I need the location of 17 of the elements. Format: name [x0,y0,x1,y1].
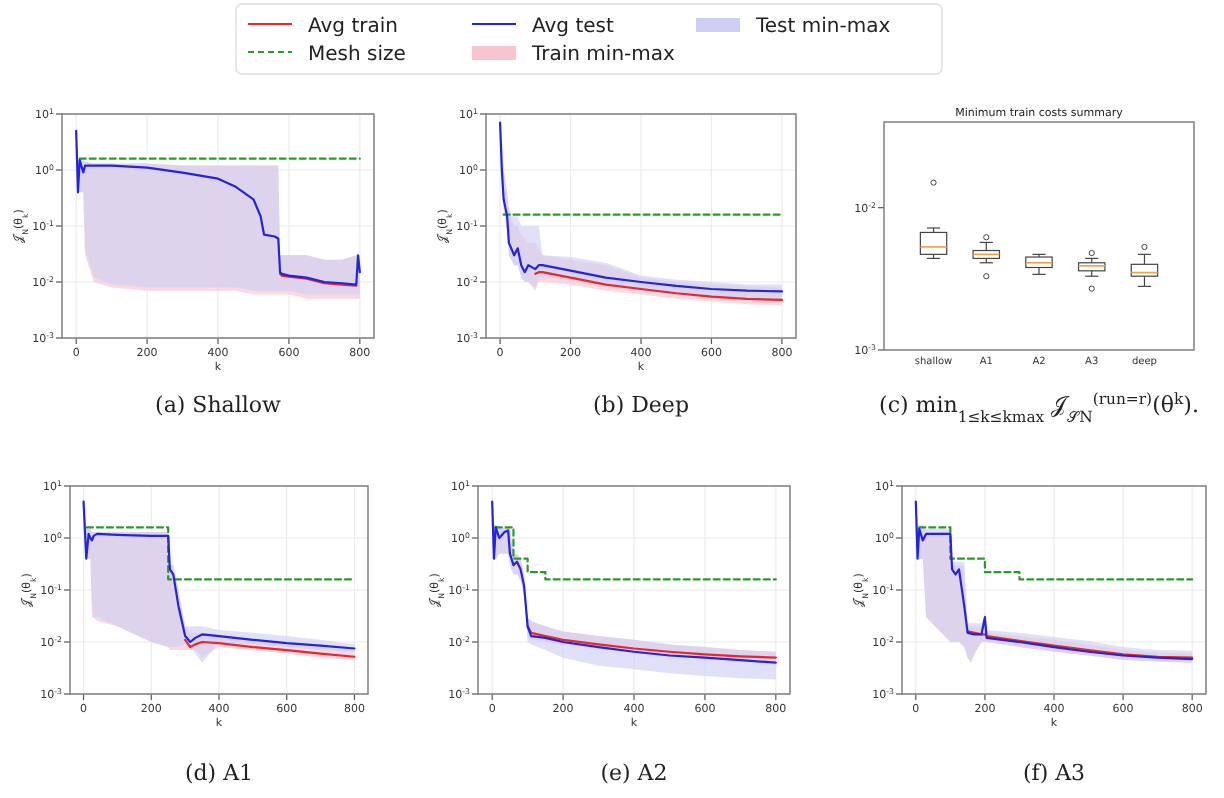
text: (b) Deep [592,392,690,418]
line-series [918,526,1194,581]
text: (a) Shallow [155,392,283,418]
text: (c) min$_{1≤k≤kmax}$ 𝒥$_{𝒮N}$$^{(run=r)}$(θ$^{k}$). [879,389,1199,425]
line-series [526,625,777,659]
line-series [534,271,784,301]
text: (d) A1 [184,760,254,786]
line-series [494,526,777,581]
text: (e) A2 [600,760,668,786]
legend-label: Train min-max [530,44,676,66]
line-series [966,630,1194,659]
legend-label: Test min-max [754,16,891,38]
legend-label: Mesh size [308,44,406,66]
text: (f) A3 [1022,760,1086,786]
legend-label: Avg test [532,16,614,38]
line-series [184,638,356,658]
legend-label: Avg train [308,16,398,38]
